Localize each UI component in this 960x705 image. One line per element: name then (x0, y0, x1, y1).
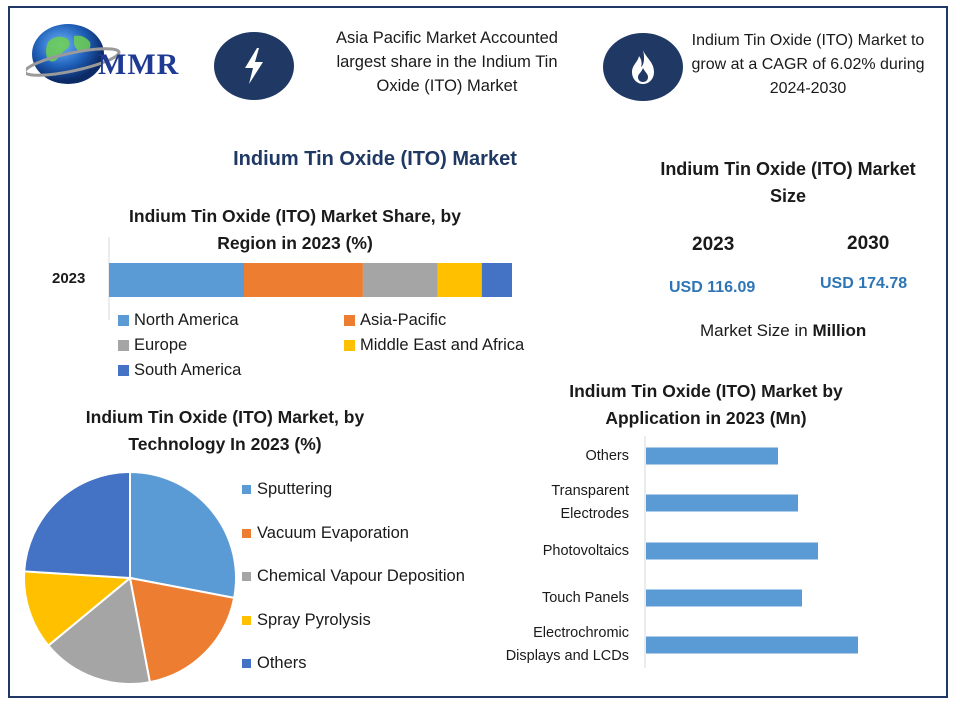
technology-legend-item-spray-pyrolysis: Spray Pyrolysis (242, 611, 371, 630)
pie-slice-others (23, 470, 131, 580)
legend-label: Europe (134, 336, 188, 354)
region-legend-item-middle-east-and-africa: Middle East and Africa (344, 336, 524, 355)
application-chart-title: Indium Tin Oxide (ITO) Market by Applica… (569, 381, 843, 428)
lightning-icon (214, 32, 294, 100)
legend-swatch (344, 340, 355, 351)
region-bar-south-america (481, 263, 512, 297)
market-size-title: Indium Tin Oxide (ITO) Market Size (660, 159, 916, 206)
header-left-text: Asia Pacific Market Accounted largest sh… (336, 29, 558, 95)
category-label-line: Touch Panels (541, 589, 629, 606)
legend-label: Sputtering (257, 480, 333, 498)
legend-swatch (242, 528, 251, 538)
technology-chart-title: Indium Tin Oxide (ITO) Market, by Techno… (85, 407, 365, 454)
region-chart-category-label: 2023 (52, 270, 86, 287)
region-bar-asia-pacific (244, 263, 363, 297)
legend-label: Others (257, 654, 307, 672)
logo-text: MMR (98, 48, 180, 81)
application-category-label-electrochromic-displays-and-lcds: Electrochromic Displays and LCDs (499, 622, 629, 668)
region-legend-item-europe: Europe (118, 336, 187, 355)
region-bar-europe (362, 263, 438, 297)
category-label-line: Transparent (551, 483, 629, 499)
region-legend-item-north-america: North America (118, 311, 239, 330)
region-bar-middle-east-and-africa (437, 263, 482, 297)
legend-swatch (118, 315, 129, 326)
legend-swatch (118, 340, 129, 351)
category-label-line: Others (585, 447, 629, 464)
category-label-line: Photovoltaics (542, 542, 629, 559)
application-bar-others (646, 447, 778, 465)
category-label-line: Electrodes (560, 506, 629, 522)
value-2030: USD 174.78 (820, 275, 908, 292)
legend-swatch (242, 572, 251, 581)
globe-icon (26, 24, 121, 84)
application-bar-touch-panels (646, 589, 802, 607)
legend-label: South America (134, 361, 242, 379)
legend-swatch (242, 485, 251, 494)
region-legend-item-asia-pacific: Asia-Pacific (344, 311, 446, 330)
region-chart-title: Indium Tin Oxide (ITO) Market Share, by … (129, 206, 461, 253)
application-category-label-photovoltaics: Photovoltaics (499, 540, 629, 563)
technology-legend-item-others: Others (242, 654, 307, 673)
flame-icon (603, 33, 683, 101)
main-title: Indium Tin Oxide (ITO) Market (233, 148, 517, 170)
legend-swatch (344, 315, 355, 326)
infographic-frame (8, 6, 948, 698)
legend-label: Middle East and Africa (360, 336, 525, 354)
legend-label: Vacuum Evaporation (257, 523, 409, 542)
application-category-label-touch-panels: Touch Panels (499, 587, 629, 610)
application-category-label-others: Others (499, 445, 629, 468)
mmr-logo: MMR (26, 14, 196, 94)
application-bar-electrochromic-displays-and-lcds (646, 636, 858, 654)
category-label-line: Displays and LCDs (505, 648, 629, 664)
legend-swatch (118, 365, 129, 376)
technology-legend-item-vacuum-evaporation: Vacuum Evaporation (242, 524, 409, 543)
legend-label: North America (134, 311, 239, 329)
legend-swatch (242, 615, 251, 625)
legend-swatch (242, 659, 251, 668)
pie-slice-spray-pyrolysis (23, 570, 133, 647)
region-bar-north-america (109, 263, 245, 297)
legend-label: Chemical Vapour Deposition (257, 567, 465, 585)
pie-slice-vacuum-evaporation (128, 576, 236, 684)
legend-label: Spray Pyrolysis (257, 610, 371, 629)
technology-legend-item-chemical-vapour-deposition: Chemical Vapour Deposition (242, 567, 465, 586)
header-right-text: Indium Tin Oxide (ITO) Market to grow at… (691, 32, 925, 97)
value-2023: USD 116.09 (669, 279, 756, 296)
year-2023-label: 2023 (692, 234, 735, 255)
application-bar-transparent-electrodes (646, 494, 798, 512)
pie-slice-sputtering (129, 470, 237, 600)
year-2030-label: 2030 (847, 233, 890, 254)
application-category-label-transparent-electrodes: Transparent Electrodes (499, 480, 629, 526)
category-label-line: Electrochromic (533, 625, 629, 641)
region-legend-item-south-america: South America (118, 361, 241, 380)
legend-label: Asia-Pacific (360, 311, 447, 329)
market-size-note: Market Size in Million (700, 321, 867, 340)
technology-legend-item-sputtering: Sputtering (242, 480, 332, 499)
application-bar-photovoltaics (646, 542, 818, 560)
pie-slice-chemical-vapour-deposition (46, 576, 152, 685)
